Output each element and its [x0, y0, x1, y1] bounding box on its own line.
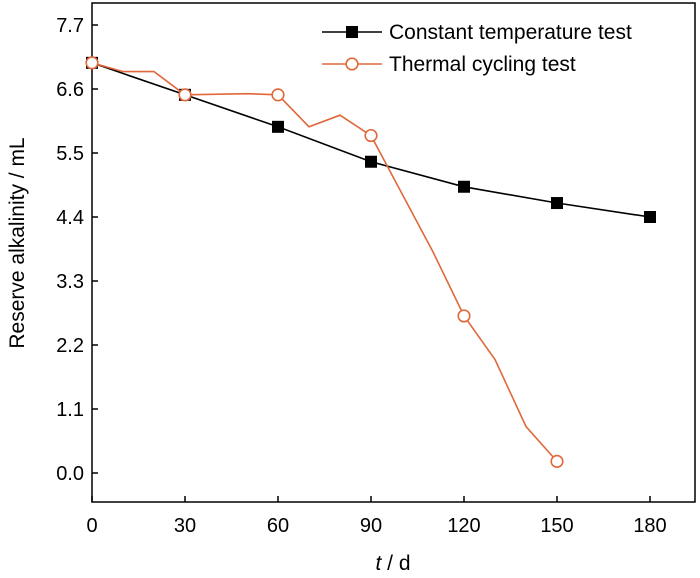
x-tick-label: 150: [540, 515, 573, 537]
data-point-constant-temperature: [458, 180, 470, 193]
data-point-constant-temperature: [272, 120, 284, 133]
legend-marker-constant-temperature: [346, 26, 358, 38]
y-tick-label: 2.2: [56, 335, 84, 357]
y-axis-title: Reserve alkalinity / mL: [6, 137, 29, 348]
data-point-thermal-cycling: [364, 128, 378, 143]
y-tick-label: 4.4: [56, 207, 84, 229]
x-tick-label: 0: [86, 515, 97, 537]
x-axis: 0 30 60 90 120 150 180: [86, 496, 667, 537]
data-point-thermal-cycling: [457, 309, 471, 323]
data-point-thermal-cycling: [550, 454, 564, 468]
y-tick-label: 0.0: [56, 463, 84, 485]
x-axis-title: t / d: [375, 552, 410, 575]
y-tick-label: 6.6: [56, 79, 84, 101]
data-point-thermal-cycling: [271, 88, 285, 102]
plot-area-frame: [91, 2, 696, 503]
x-tick-label: 30: [174, 515, 196, 537]
data-point-constant-temperature: [644, 211, 656, 224]
x-tick-label: 90: [360, 515, 382, 537]
legend-label-constant-temperature: Constant temperature test: [389, 21, 632, 44]
legend: Constant temperature test Thermal cycling…: [322, 21, 632, 76]
data-point-constant-temperature: [365, 155, 377, 168]
x-tick-label: 60: [267, 515, 289, 537]
x-axis-variable: t: [375, 552, 382, 575]
y-axis: 0.0 1.1 2.2 3.3 4.4 5.5 6.6 7.7: [56, 15, 98, 485]
data-point-constant-temperature: [551, 197, 563, 210]
series-line-thermal-cycling: [91, 62, 558, 462]
x-tick-label: 180: [633, 515, 666, 537]
y-tick-label: 5.5: [56, 143, 84, 165]
legend-marker-thermal-cycling: [345, 57, 359, 71]
series-layer: [85, 56, 656, 468]
legend-label-thermal-cycling: Thermal cycling test: [389, 53, 576, 76]
data-point-thermal-cycling: [178, 88, 192, 102]
y-tick-label: 7.7: [56, 15, 84, 37]
data-point-thermal-cycling: [85, 56, 99, 70]
y-tick-label: 3.3: [56, 271, 84, 293]
x-tick-label: 120: [447, 515, 480, 537]
x-axis-unit: / d: [381, 552, 410, 575]
y-tick-label: 1.1: [56, 399, 84, 421]
